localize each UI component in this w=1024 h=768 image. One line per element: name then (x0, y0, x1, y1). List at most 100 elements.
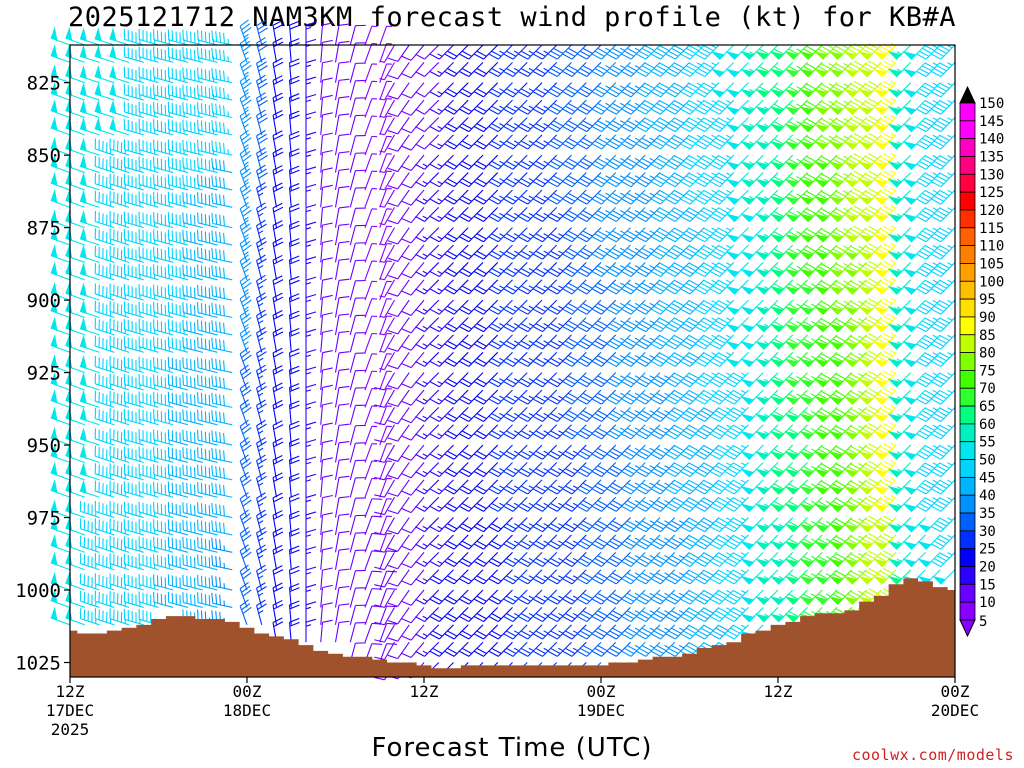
barb-staff (139, 256, 159, 263)
barb-full (488, 91, 499, 98)
barb-staff (168, 384, 189, 391)
barb-flag (79, 262, 87, 277)
barb-staff (468, 262, 484, 277)
wind-barb (50, 406, 71, 426)
barb-full (444, 326, 455, 333)
barb-half (422, 598, 428, 602)
barb-full (242, 354, 252, 362)
barb-staff (349, 387, 356, 408)
wind-barb (239, 419, 252, 446)
barb-full (462, 285, 472, 292)
barb-half (258, 247, 264, 252)
barb-full (257, 548, 267, 555)
barb-full (506, 195, 517, 202)
barb-flag (65, 499, 73, 514)
barb-flag (79, 227, 87, 242)
barb-full (503, 53, 514, 60)
barb-half (499, 285, 505, 289)
barb-staff (95, 255, 115, 263)
barb-staff (497, 569, 513, 585)
barb-staff (483, 517, 499, 533)
barb-full (256, 202, 266, 209)
barb-full (242, 282, 252, 290)
barb-flag (65, 316, 73, 331)
barb-full (444, 561, 455, 567)
barb-full (273, 313, 284, 320)
barb-full (223, 195, 225, 206)
barb-full (476, 268, 487, 275)
barb-staff (153, 601, 174, 608)
barb-half (422, 163, 428, 167)
barb-half (513, 323, 520, 327)
barb-full (256, 527, 266, 534)
wind-barb (109, 245, 130, 263)
wind-barb (239, 181, 252, 208)
barb-flag (65, 571, 73, 587)
barb-full (256, 292, 266, 299)
wind-barb (256, 37, 268, 63)
barb-full (474, 381, 484, 388)
wind-barb (197, 139, 218, 156)
wind-barb (387, 117, 410, 135)
barb-full (401, 400, 412, 406)
barb-staff (349, 532, 356, 553)
barb-full (429, 381, 440, 388)
wind-barb (211, 555, 233, 571)
barb-full (322, 222, 333, 226)
wind-barb (239, 599, 252, 626)
barb-full (256, 129, 266, 137)
barb-staff (453, 624, 469, 640)
wind-barb (79, 27, 100, 46)
barb-full (476, 485, 487, 492)
barb-half (437, 215, 443, 220)
barb-half (305, 99, 312, 103)
barb-full (338, 403, 350, 406)
wind-barb (153, 229, 174, 246)
wind-barb (401, 62, 425, 79)
barb-full (256, 92, 266, 99)
wind-barb (138, 46, 159, 63)
barb-staff (424, 351, 440, 367)
barb-staff (453, 44, 469, 60)
barb-full (219, 577, 222, 588)
wind-barb (182, 119, 203, 136)
barb-full (272, 365, 283, 371)
wind-barb (65, 499, 85, 519)
wind-barb (109, 590, 130, 608)
credit-text[interactable]: coolwx.com/models (851, 746, 1014, 764)
barb-staff (183, 94, 203, 101)
barb-staff (153, 39, 174, 46)
barb-full (429, 308, 440, 315)
wind-barb (364, 280, 378, 301)
wind-barb (305, 328, 317, 353)
wind-barb (349, 587, 366, 608)
barb-full (273, 258, 284, 265)
barb-full (462, 88, 472, 95)
barb-full (476, 68, 487, 75)
barb-full (219, 466, 222, 478)
barb-staff (109, 418, 130, 426)
wind-barb (387, 44, 410, 62)
wind-barb (256, 544, 267, 570)
wind-barb (123, 101, 144, 119)
barb-full (518, 453, 529, 460)
barb-staff (320, 297, 324, 318)
barb-full (488, 488, 499, 495)
barb-staff (95, 148, 115, 156)
barb-full (415, 91, 425, 98)
barb-full (239, 436, 249, 445)
wind-barb (239, 219, 252, 246)
wind-barb (94, 445, 115, 463)
barb-staff (483, 569, 499, 585)
barb-full (256, 492, 266, 499)
barb-half (528, 250, 534, 255)
barb-half (243, 106, 249, 111)
barb-full (415, 578, 425, 585)
wind-barb (79, 64, 100, 84)
wind-barb (50, 444, 71, 463)
wind-barb (94, 428, 115, 446)
barb-full (474, 271, 484, 278)
barb-full (215, 103, 218, 115)
barb-staff (256, 532, 263, 553)
barb-full (257, 185, 267, 193)
